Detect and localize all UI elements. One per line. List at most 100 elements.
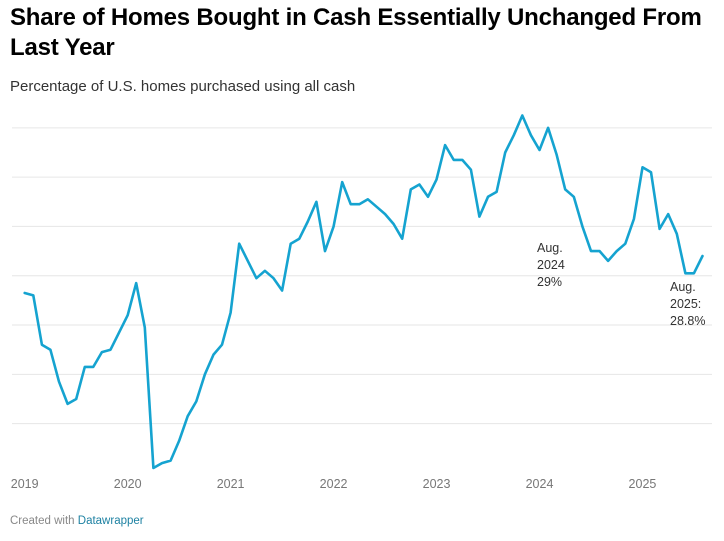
data-point — [555, 153, 559, 157]
x-tick-label: 2020 — [114, 477, 142, 491]
x-tick-label: 2024 — [526, 477, 554, 491]
data-points — [23, 113, 705, 469]
data-point — [194, 399, 198, 403]
annotation-line: 28.8% — [670, 314, 705, 328]
data-point — [640, 165, 644, 169]
data-point — [74, 397, 78, 401]
data-point — [323, 249, 327, 253]
data-point — [572, 195, 576, 199]
data-point — [598, 249, 602, 253]
data-point — [246, 259, 250, 263]
data-point — [220, 343, 224, 347]
annotation-label: Aug. 2025: 28.8% — [670, 280, 705, 328]
data-point — [66, 402, 70, 406]
data-point — [392, 222, 396, 226]
datawrapper-link[interactable]: Datawrapper — [77, 515, 144, 527]
data-point — [23, 291, 27, 295]
annotation-line: 2025: — [670, 297, 701, 311]
data-point — [658, 227, 662, 231]
data-point — [160, 461, 164, 465]
data-point — [117, 330, 121, 334]
data-point — [349, 202, 353, 206]
series-line-cash-share — [23, 114, 704, 470]
gridlines — [12, 127, 712, 425]
data-point — [383, 212, 387, 216]
x-tick-label: 2021 — [217, 477, 245, 491]
data-point — [340, 180, 344, 184]
annotation-line: Aug. — [537, 241, 563, 255]
data-point — [151, 466, 155, 470]
data-point — [580, 224, 584, 228]
data-point — [538, 148, 542, 152]
data-point — [100, 350, 104, 354]
data-point — [126, 313, 130, 317]
data-point — [229, 311, 233, 315]
data-point — [237, 242, 241, 246]
data-point — [486, 195, 490, 199]
data-point — [606, 259, 610, 263]
x-tick-label: 2023 — [423, 477, 451, 491]
data-point — [134, 281, 138, 285]
data-point — [623, 242, 627, 246]
data-point — [332, 224, 336, 228]
x-tick-label: 2019 — [11, 477, 39, 491]
chart-subtitle: Percentage of U.S. homes purchased using… — [10, 78, 356, 95]
annotation-line: Aug. — [670, 280, 696, 294]
data-point — [272, 276, 276, 280]
data-point — [675, 232, 679, 236]
data-point — [297, 237, 301, 241]
data-point — [529, 133, 533, 137]
annotation-line: 2024 — [537, 258, 565, 272]
annotations: Aug. 2024 29% Aug. 2025: 28.8% — [537, 241, 705, 328]
data-point — [615, 249, 619, 253]
data-point — [443, 143, 447, 147]
data-point — [563, 187, 567, 191]
data-point — [40, 343, 44, 347]
data-point — [186, 414, 190, 418]
data-point — [452, 158, 456, 162]
x-tick-label: 2025 — [629, 477, 657, 491]
data-point — [426, 195, 430, 199]
data-point — [254, 276, 258, 280]
data-point — [83, 365, 87, 369]
footer-created-with: Created with — [10, 515, 75, 527]
footer-credit: Created with Datawrapper — [10, 515, 144, 527]
data-point — [31, 293, 35, 297]
data-point — [374, 205, 378, 209]
data-point — [460, 158, 464, 162]
annotation-label: Aug. 2024 29% — [537, 241, 565, 289]
data-point — [435, 178, 439, 182]
data-point — [692, 271, 696, 275]
data-point — [289, 242, 293, 246]
data-point — [701, 254, 705, 258]
x-tick-label: 2022 — [320, 477, 348, 491]
data-point — [477, 215, 481, 219]
data-point — [280, 289, 284, 293]
data-point — [48, 348, 52, 352]
data-point — [366, 197, 370, 201]
line-chart: 2019 2020 2021 2022 2023 2024 2025 Aug. 2024 29%… — [11, 113, 712, 491]
data-point — [143, 325, 147, 329]
annotation-line: 29% — [537, 275, 562, 289]
data-point — [409, 187, 413, 191]
x-axis: 2019 2020 2021 2022 2023 2024 2025 — [11, 477, 657, 491]
data-point — [520, 113, 524, 117]
data-point — [109, 348, 113, 352]
data-point — [357, 202, 361, 206]
data-point — [400, 237, 404, 241]
data-point — [203, 372, 207, 376]
data-point — [263, 269, 267, 273]
data-point — [495, 190, 499, 194]
data-point — [177, 439, 181, 443]
data-point — [211, 353, 215, 357]
data-point — [649, 170, 653, 174]
data-point — [683, 271, 687, 275]
data-point — [632, 217, 636, 221]
data-point — [503, 150, 507, 154]
data-point — [91, 365, 95, 369]
data-point — [666, 212, 670, 216]
data-point — [169, 459, 173, 463]
data-point — [306, 219, 310, 223]
data-point — [469, 168, 473, 172]
data-point — [314, 200, 318, 204]
